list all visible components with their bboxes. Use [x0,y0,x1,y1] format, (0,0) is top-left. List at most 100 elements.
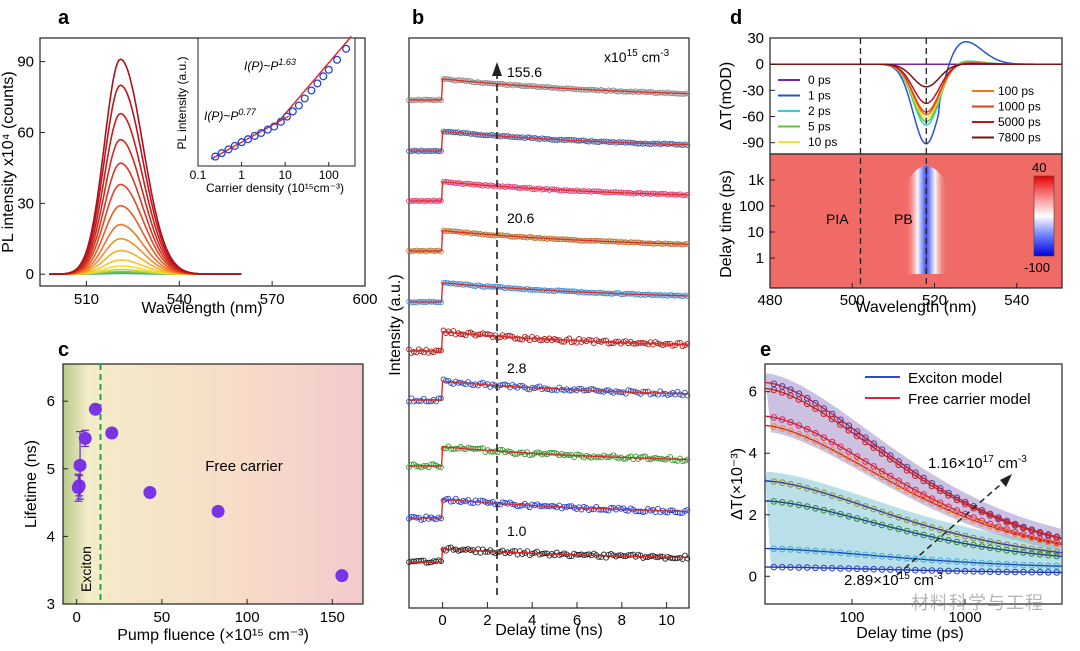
inset-point-7 [257,128,266,138]
trace-5-point [669,343,676,349]
c-point-7 [211,504,225,518]
panel-b: b 0 2 4 6 8 10 155.6 20.6 2.8 1.0 x1015 cm-3 Del… [387,7,691,639]
e-point-5 [820,506,828,514]
e-point-6 [778,545,786,553]
trace-9-point [418,557,425,564]
e-point-3 [795,430,803,438]
e-point-7 [770,563,778,571]
legend-left-label-4: 10 ps [808,135,837,149]
e-point-5 [986,544,994,552]
trace-5-point [507,332,513,339]
e-point-3 [995,525,1002,533]
e-point-2 [787,418,794,426]
e-point-1 [945,492,952,499]
e-point-7 [1053,569,1060,576]
e-point-2 [862,458,869,465]
trace-6-point [642,388,649,395]
e-ytick-label-1: 2 [749,507,757,524]
panel-e-x-label: Delay time (ps) [856,625,964,642]
e-point-1 [795,396,803,403]
e-point-7 [1003,568,1011,576]
inset-point-1 [217,149,226,158]
e-point-4 [895,514,903,521]
e-point-4 [887,511,894,518]
trace-5-point [484,331,491,337]
e-point-5 [878,521,886,529]
trace-6-point [684,392,691,399]
e-point-5 [812,505,819,512]
e-point-4 [986,538,994,545]
c-point-1 [72,479,86,493]
panel-letter-d: d [730,7,742,29]
legend-right-label-3: 7800 ps [998,131,1041,145]
e-point-0 [837,416,844,424]
e-point-6 [1003,561,1011,568]
inset-point-18 [324,65,333,74]
a-xtick-label-2: 570 [260,291,285,308]
d-ytick-bottom-label-2: 10 [747,224,764,241]
region-exciton: Exciton [78,546,94,592]
trace-3-fit [409,229,688,252]
e-point-5 [895,525,903,533]
e-point-3 [1003,528,1011,535]
panel-a-x-ticks: 510 540 570 600 [74,281,378,308]
density-label-high: 1.16×1017 cm-3 [928,454,1027,472]
trace-9-point [684,555,691,562]
e-point-1 [1003,519,1011,526]
e-point-6 [862,551,869,559]
trace-2-fit [409,181,688,202]
panel-c-y-label: Lifetime (ns) [23,440,40,528]
e-point-6 [1020,561,1027,569]
e-point-5 [795,501,803,509]
e-ytick-label-3: 6 [749,384,757,401]
e-point-6 [895,554,903,561]
trace-8-point [499,499,506,506]
e-point-3 [1011,530,1019,538]
e-point-7 [878,566,886,573]
e-point-7 [936,567,944,575]
e-point-1 [936,487,944,495]
a-xtick-label-3: 600 [352,291,377,308]
panel-e-x-ticks: 100 1000 [839,599,982,626]
e-point-6 [961,558,969,566]
e-point-4 [778,479,786,487]
e-point-3 [1036,536,1044,544]
panel-b-frame [408,37,690,609]
legend-exciton-label: Exciton model [908,370,1002,387]
e-point-6 [828,548,836,556]
e-ytick-label-2: 4 [749,445,757,462]
fit-label-high: I(P)~P1.63 [244,57,296,73]
panel-b-x-ticks: 0 2 4 6 8 10 [438,602,675,629]
e-point-2 [895,477,903,485]
trace-8-point [566,503,573,510]
e-point-5 [1028,550,1035,557]
e-point-5 [1036,551,1044,558]
e-point-7 [912,566,919,574]
e-point-1 [870,444,878,452]
e-point-3 [1045,538,1052,546]
b-xtick-label-0: 0 [438,612,446,629]
trace-5-point [411,349,417,355]
trace-label-2: 2.8 [507,360,527,376]
trace-6-fit [409,380,688,401]
legend-left-label-2: 2 ps [808,104,831,118]
e-point-3 [895,482,903,490]
region-free-carrier: Free carrier [205,458,283,475]
e-point-4 [970,534,977,542]
colorbar [1033,175,1055,257]
legend-left-label-1: 1 ps [808,89,831,103]
density-arrow-head [1000,474,1012,487]
e-point-1 [970,504,977,512]
e-point-7 [820,564,828,572]
e-point-6 [853,550,861,558]
inset-point-3 [230,141,239,150]
e-point-6 [820,548,828,555]
e-point-6 [912,555,919,563]
e-point-6 [928,556,936,564]
panel-b-x-label: Delay time (ns) [495,622,603,639]
trace-8-point [662,509,669,515]
e-point-5 [903,527,911,535]
e-point-5 [953,538,961,546]
e-point-3 [820,442,828,449]
e-point-3 [845,455,853,462]
